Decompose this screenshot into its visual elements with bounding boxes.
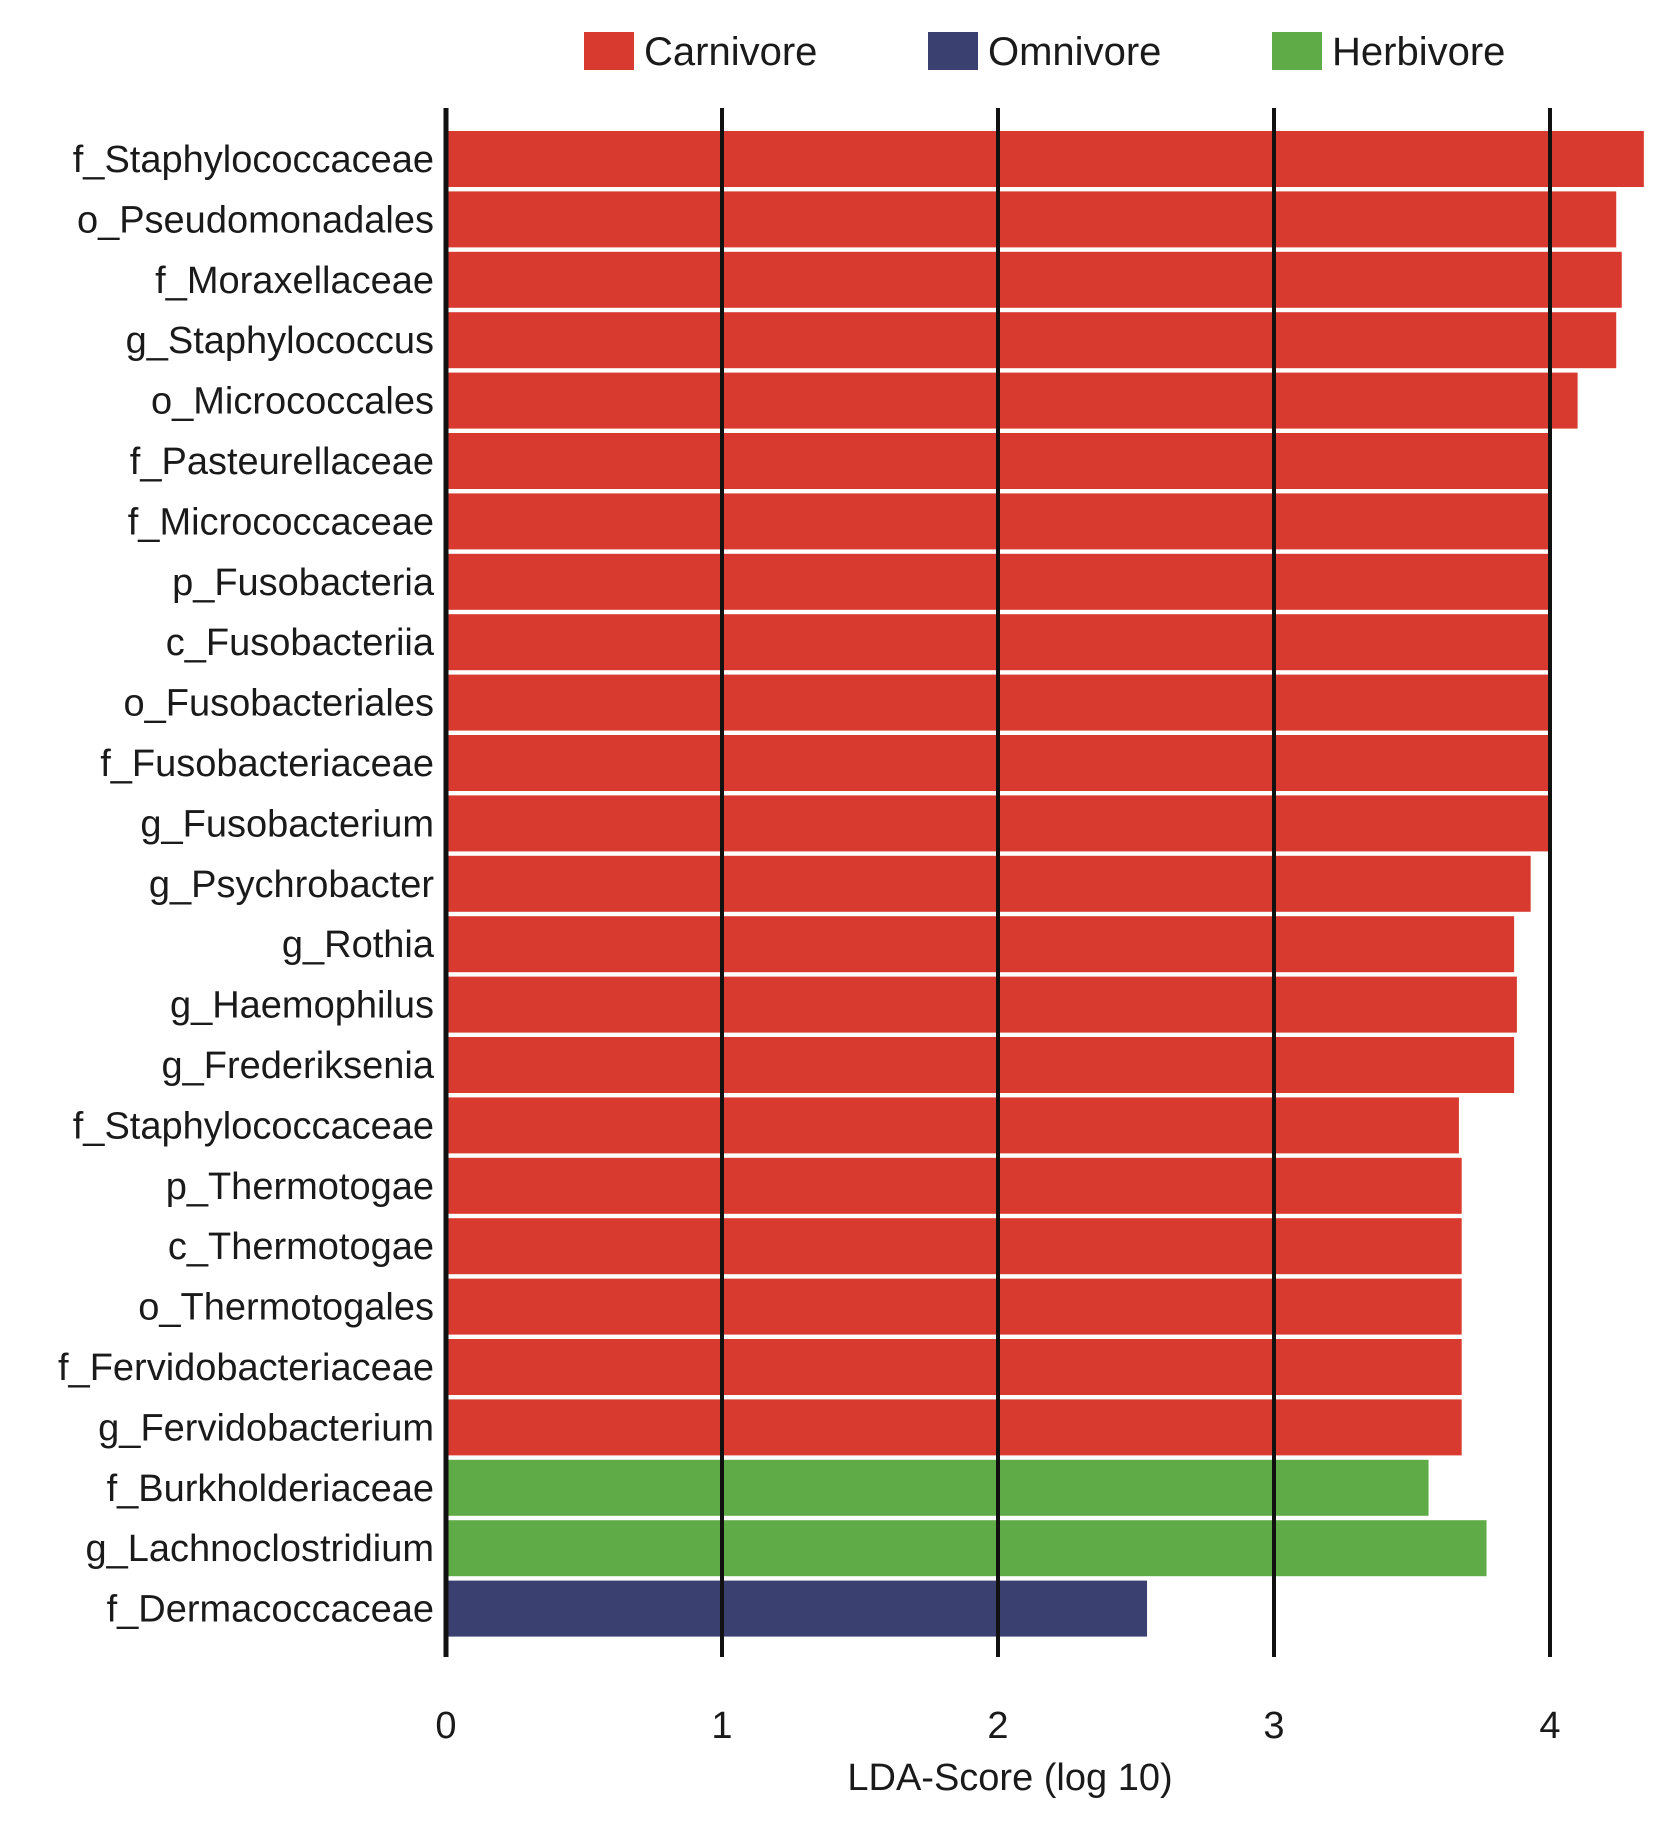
legend-swatch-carnivore xyxy=(584,32,634,70)
category-label-8: p_Fusobacteria xyxy=(172,562,435,604)
bars-group xyxy=(446,131,1644,1637)
category-label-15: g_Haemophilus xyxy=(170,985,434,1027)
category-label-24: g_Lachnoclostridium xyxy=(85,1528,434,1570)
category-label-3: f_Moraxellaceae xyxy=(155,260,434,302)
category-label-19: c_Thermotogae xyxy=(168,1226,434,1268)
category-label-7: f_Micrococcaceae xyxy=(128,501,434,543)
legend-swatch-herbivore xyxy=(1272,32,1322,70)
x-axis-title: LDA-Score (log 10) xyxy=(847,1757,1172,1799)
category-label-20: o_Thermotogales xyxy=(138,1287,434,1329)
bar-4 xyxy=(446,312,1617,369)
x-tick-label-2: 2 xyxy=(987,1705,1008,1747)
legend-label-carnivore: Carnivore xyxy=(644,30,817,74)
bar-25 xyxy=(446,1580,1148,1637)
bar-13 xyxy=(446,855,1531,912)
bar-5 xyxy=(446,372,1578,429)
category-label-5: o_Micrococcales xyxy=(151,381,434,423)
category-label-22: g_Fervidobacterium xyxy=(98,1407,434,1449)
category-label-14: g_Rothia xyxy=(282,924,435,966)
bar-18 xyxy=(446,1157,1462,1214)
bar-22 xyxy=(446,1399,1462,1456)
category-label-1: f_Staphylococcaceae xyxy=(73,139,434,181)
category-label-11: f_Fusobacteriaceae xyxy=(100,743,434,785)
x-tick-label-0: 0 xyxy=(435,1705,456,1747)
legend: Carnivore Omnivore Herbivore xyxy=(584,30,1505,74)
category-label-13: g_Psychrobacter xyxy=(149,864,434,906)
category-label-25: f_Dermacoccaceae xyxy=(107,1589,434,1631)
x-tick-label-1: 1 xyxy=(711,1705,732,1747)
x-tick-label-3: 3 xyxy=(1263,1705,1284,1747)
category-label-18: p_Thermotogae xyxy=(166,1166,434,1208)
legend-label-herbivore: Herbivore xyxy=(1332,30,1505,74)
x-axis: 0 1 2 3 4 xyxy=(435,1705,1560,1747)
category-label-2: o_Pseudomonadales xyxy=(77,199,434,241)
x-tick-label-4: 4 xyxy=(1539,1705,1560,1747)
category-label-17: f_Staphylococcaceae xyxy=(73,1105,434,1147)
legend-swatch-omnivore xyxy=(928,32,978,70)
category-label-4: g_Staphylococcus xyxy=(126,320,434,362)
bar-20 xyxy=(446,1278,1462,1335)
category-label-9: c_Fusobacteriia xyxy=(166,622,435,664)
category-label-12: g_Fusobacterium xyxy=(140,803,434,845)
category-labels: f_Staphylococcaceae o_Pseudomonadales f_Mo… xyxy=(58,139,435,1631)
bar-23 xyxy=(446,1459,1429,1516)
bar-1 xyxy=(446,131,1644,187)
bar-16 xyxy=(446,1037,1515,1093)
bar-19 xyxy=(446,1218,1462,1275)
category-label-10: o_Fusobacteriales xyxy=(123,683,434,725)
category-label-23: f_Burkholderiaceae xyxy=(107,1468,434,1510)
bar-15 xyxy=(446,976,1517,1033)
category-label-21: f_Fervidobacteriaceae xyxy=(58,1347,434,1389)
bar-17 xyxy=(446,1097,1459,1154)
category-label-6: f_Pasteurellaceae xyxy=(130,441,434,483)
bar-3 xyxy=(446,251,1622,308)
bar-21 xyxy=(446,1339,1462,1395)
legend-label-omnivore: Omnivore xyxy=(988,30,1161,74)
bar-2 xyxy=(446,191,1617,248)
gridlines xyxy=(443,108,1552,1657)
bar-14 xyxy=(446,916,1515,973)
bar-24 xyxy=(446,1520,1487,1577)
category-label-16: g_Frederiksenia xyxy=(162,1045,435,1087)
